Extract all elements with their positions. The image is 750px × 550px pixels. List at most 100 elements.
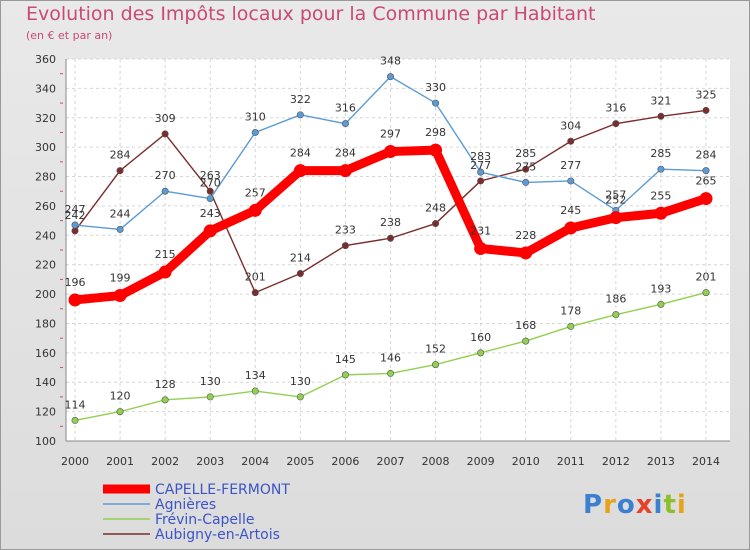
data-label-capelle-fermont: 215 <box>155 248 176 261</box>
data-point-fr-vin-capelle <box>71 416 79 424</box>
data-label-agni-res: 270 <box>155 169 176 182</box>
data-label-fr-vin-capelle: 130 <box>290 375 311 388</box>
data-label-agni-res: 247 <box>65 203 86 216</box>
data-point-aubigny-en-artois <box>251 289 259 297</box>
x-tick-label: 2014 <box>692 455 720 468</box>
data-label-capelle-fermont: 228 <box>515 229 536 242</box>
x-tick-label: 2005 <box>286 455 314 468</box>
data-label-agni-res: 257 <box>605 188 626 201</box>
data-label-fr-vin-capelle: 114 <box>65 398 86 411</box>
data-point-aubigny-en-artois <box>432 220 440 228</box>
logo-letter: o <box>616 490 636 520</box>
data-point-agni-res <box>567 177 575 185</box>
y-tick-label: 240 <box>35 229 56 242</box>
data-label-aubigny-en-artois: 304 <box>560 119 581 132</box>
x-tick-label: 2002 <box>151 455 179 468</box>
data-label-capelle-fermont: 297 <box>380 128 401 141</box>
data-point-fr-vin-capelle <box>432 361 440 369</box>
y-tick-label: 320 <box>35 112 56 125</box>
x-tick-label: 2006 <box>331 455 359 468</box>
data-label-fr-vin-capelle: 128 <box>155 378 176 391</box>
data-point-agni-res <box>702 167 710 175</box>
data-point-aubigny-en-artois <box>657 112 665 120</box>
data-point-capelle-fermont <box>384 145 397 159</box>
x-tick-label: 2007 <box>377 455 405 468</box>
x-tick-label: 2009 <box>467 455 495 468</box>
data-point-aubigny-en-artois <box>116 167 124 175</box>
data-point-capelle-fermont <box>68 293 82 307</box>
data-point-capelle-fermont <box>203 224 217 238</box>
y-tick-label: 120 <box>35 406 56 419</box>
data-label-aubigny-en-artois: 284 <box>110 149 131 162</box>
data-label-agni-res: 310 <box>245 110 266 123</box>
data-label-fr-vin-capelle: 145 <box>335 353 356 366</box>
y-tick-label: 140 <box>35 376 56 389</box>
data-point-agni-res <box>432 99 440 107</box>
data-point-capelle-fermont <box>338 164 352 178</box>
legend-label-agni-res: Agnières <box>155 497 216 513</box>
data-label-capelle-fermont: 231 <box>470 225 491 238</box>
y-tick-label: 220 <box>35 259 56 272</box>
data-point-aubigny-en-artois <box>612 120 620 128</box>
data-label-aubigny-en-artois: 233 <box>335 224 356 237</box>
data-label-fr-vin-capelle: 130 <box>200 375 221 388</box>
data-label-fr-vin-capelle: 152 <box>425 343 446 356</box>
data-point-capelle-fermont <box>248 203 262 217</box>
data-point-aubigny-en-artois <box>477 177 485 185</box>
data-point-fr-vin-capelle <box>567 322 575 330</box>
data-label-aubigny-en-artois: 248 <box>425 202 446 215</box>
y-tick-label: 200 <box>35 288 56 301</box>
data-point-fr-vin-capelle <box>477 349 485 357</box>
data-point-capelle-fermont <box>474 242 488 256</box>
data-point-agni-res <box>251 128 259 136</box>
logo-letter: i <box>653 490 664 520</box>
x-tick-label: 2008 <box>422 455 450 468</box>
data-label-capelle-fermont: 252 <box>605 194 626 207</box>
data-label-aubigny-en-artois: 321 <box>650 94 671 107</box>
y-tick-label: 180 <box>35 317 56 330</box>
data-label-fr-vin-capelle: 178 <box>560 304 581 317</box>
data-label-capelle-fermont: 265 <box>696 175 717 188</box>
proxiti-logo: Proxiti <box>583 490 687 520</box>
data-point-fr-vin-capelle <box>296 393 304 401</box>
data-point-capelle-fermont <box>158 265 172 279</box>
data-label-aubigny-en-artois: 238 <box>380 216 401 229</box>
data-point-agni-res <box>341 120 349 128</box>
data-point-capelle-fermont <box>519 246 533 260</box>
data-point-agni-res <box>522 178 530 186</box>
data-label-fr-vin-capelle: 134 <box>245 369 266 382</box>
data-label-aubigny-en-artois: 285 <box>515 147 536 160</box>
data-point-capelle-fermont <box>654 206 668 220</box>
data-point-capelle-fermont <box>564 221 578 235</box>
data-label-aubigny-en-artois: 277 <box>470 159 491 172</box>
data-label-fr-vin-capelle: 193 <box>650 282 671 295</box>
data-label-aubigny-en-artois: 263 <box>200 169 221 182</box>
chart-subtitle: (en € et par an) <box>26 29 113 42</box>
axes: 100 120 140 160 180 200 220 240 260 280 300 320 340 3… <box>35 53 730 468</box>
data-label-agni-res: 275 <box>515 160 536 173</box>
legend-label-capelle-fermont: CAPELLE-FERMONT <box>155 482 290 498</box>
data-point-fr-vin-capelle <box>116 408 124 416</box>
data-label-aubigny-en-artois: 316 <box>605 102 626 115</box>
data-point-capelle-fermont <box>699 192 713 206</box>
x-tick-label: 2011 <box>557 455 585 468</box>
data-label-capelle-fermont: 284 <box>335 147 356 160</box>
data-point-capelle-fermont <box>293 164 307 178</box>
legend: CAPELLE-FERMONTAgnièresFrévin-CapelleAub… <box>103 482 290 543</box>
data-label-agni-res: 330 <box>425 81 446 94</box>
data-point-fr-vin-capelle <box>341 371 349 379</box>
data-point-agni-res <box>296 111 304 119</box>
logo-letter: t <box>663 490 677 520</box>
data-label-aubigny-en-artois: 201 <box>245 271 266 284</box>
data-label-fr-vin-capelle: 146 <box>380 351 401 364</box>
logo-letter: i <box>676 490 687 520</box>
data-label-agni-res: 316 <box>335 102 356 115</box>
logo-letter: r <box>603 490 617 520</box>
data-label-fr-vin-capelle: 186 <box>605 293 626 306</box>
data-point-agni-res <box>386 73 394 81</box>
data-point-aubigny-en-artois <box>567 137 575 145</box>
data-point-capelle-fermont <box>429 143 443 157</box>
data-label-aubigny-en-artois: 325 <box>696 88 717 101</box>
x-tick-label: 2004 <box>241 455 269 468</box>
data-point-agni-res <box>477 168 485 176</box>
